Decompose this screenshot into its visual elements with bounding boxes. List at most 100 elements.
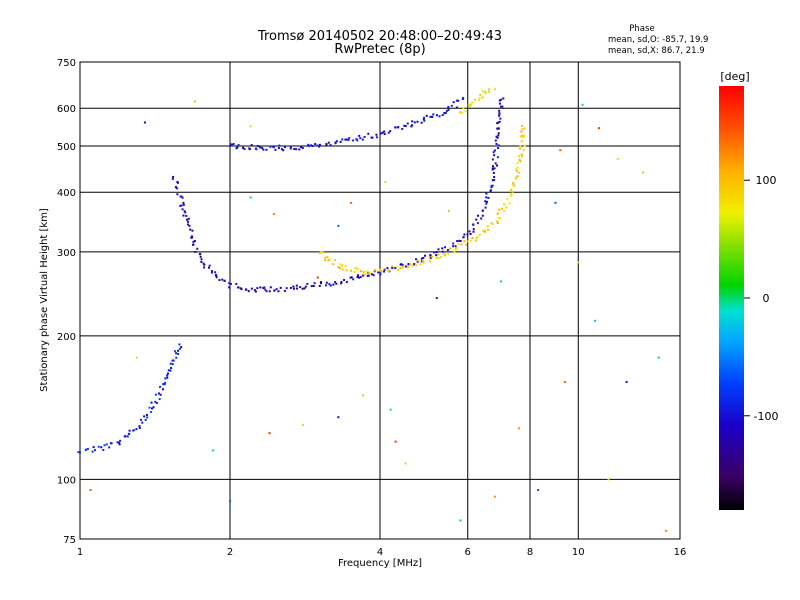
data-point <box>485 200 488 203</box>
data-point <box>520 155 523 158</box>
data-point <box>259 146 262 149</box>
data-point <box>460 111 463 114</box>
data-point <box>328 258 331 261</box>
data-point <box>262 286 265 289</box>
stats-line-o: mean, sd,O: -85.7, 19.9 <box>608 35 708 45</box>
data-point <box>593 319 596 322</box>
data-point <box>318 284 321 287</box>
data-point <box>424 254 427 257</box>
data-point <box>292 285 295 288</box>
data-point <box>492 171 495 174</box>
data-point <box>493 154 496 157</box>
data-point <box>256 287 259 290</box>
data-point <box>175 356 178 359</box>
data-point <box>255 148 258 151</box>
data-point <box>295 284 298 287</box>
data-point <box>166 372 169 375</box>
data-point <box>496 222 499 225</box>
data-point <box>447 108 450 111</box>
data-point <box>154 393 157 396</box>
data-point <box>482 90 485 93</box>
data-point <box>498 120 501 123</box>
data-point <box>162 388 165 391</box>
data-point <box>400 266 403 269</box>
data-point <box>423 119 426 122</box>
data-point <box>559 149 562 152</box>
data-point <box>235 147 238 150</box>
data-point <box>487 90 490 93</box>
data-point <box>484 90 487 93</box>
data-point <box>173 350 176 353</box>
data-point <box>187 220 190 223</box>
data-point <box>301 287 304 290</box>
data-point <box>329 143 332 146</box>
data-point <box>159 393 162 396</box>
data-point <box>181 208 184 211</box>
data-point <box>454 247 457 250</box>
data-point <box>383 130 386 133</box>
data-point <box>496 156 499 159</box>
data-point <box>180 204 183 207</box>
data-point <box>472 228 475 231</box>
y-axis-label: Stationary phase Virtual Height [km] <box>39 208 50 392</box>
data-point <box>292 287 295 290</box>
data-point <box>497 217 500 220</box>
data-point <box>403 124 406 127</box>
data-point <box>148 406 151 409</box>
data-point <box>277 147 280 150</box>
data-point <box>362 270 365 273</box>
data-point <box>497 132 500 135</box>
data-point <box>489 190 492 193</box>
data-point <box>269 145 272 148</box>
data-point <box>207 266 210 269</box>
data-point <box>431 255 434 258</box>
data-point <box>310 144 313 147</box>
data-point <box>447 106 450 109</box>
data-point <box>303 287 306 290</box>
data-point <box>520 153 523 156</box>
data-point <box>401 127 404 130</box>
data-point <box>339 140 342 143</box>
data-point <box>498 113 501 116</box>
y-tick-label: 750 <box>57 58 76 69</box>
data-point <box>171 177 174 180</box>
data-point <box>254 290 257 293</box>
data-point <box>468 230 471 233</box>
data-point <box>515 176 518 179</box>
data-point <box>218 279 221 282</box>
data-point <box>502 97 505 100</box>
data-point <box>193 239 196 242</box>
data-point <box>500 98 503 101</box>
data-point <box>135 356 138 359</box>
data-point <box>243 147 246 150</box>
data-point <box>337 416 340 419</box>
data-point <box>304 285 307 288</box>
data-point <box>417 259 420 262</box>
data-point <box>191 229 194 232</box>
data-point <box>317 145 320 148</box>
data-point <box>387 268 390 271</box>
data-point <box>597 127 600 130</box>
y-tick-label: 600 <box>57 104 76 115</box>
data-point <box>265 290 268 293</box>
data-point <box>406 266 409 269</box>
colorbar <box>719 86 744 510</box>
data-point <box>422 261 425 264</box>
data-point <box>394 267 397 270</box>
data-point <box>488 88 491 91</box>
data-point <box>497 147 500 150</box>
data-point <box>314 143 317 146</box>
data-point <box>518 147 521 150</box>
data-point <box>493 179 496 182</box>
data-point <box>485 202 488 205</box>
data-point <box>277 290 280 293</box>
data-point <box>495 142 498 145</box>
data-point <box>171 363 174 366</box>
data-point <box>192 240 195 243</box>
data-point <box>335 140 338 143</box>
data-point <box>410 125 413 128</box>
data-point <box>389 130 392 133</box>
data-point <box>484 200 487 203</box>
data-point <box>310 285 313 288</box>
data-point <box>497 212 500 215</box>
